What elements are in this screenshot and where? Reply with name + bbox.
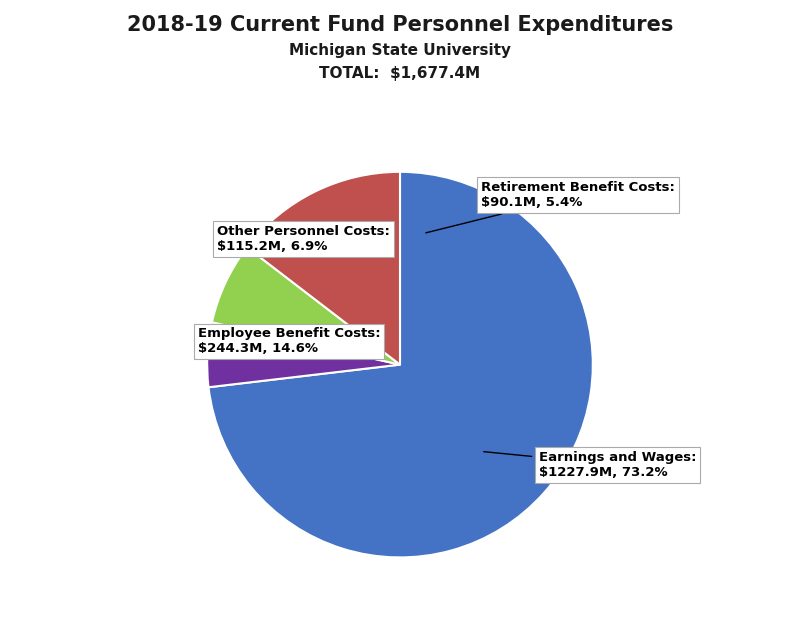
Text: Michigan State University: Michigan State University — [289, 43, 511, 58]
Text: Employee Benefit Costs:
$244.3M, 14.6%: Employee Benefit Costs: $244.3M, 14.6% — [198, 328, 380, 355]
Wedge shape — [207, 323, 400, 387]
Wedge shape — [212, 247, 400, 365]
Text: Earnings and Wages:
$1227.9M, 73.2%: Earnings and Wages: $1227.9M, 73.2% — [484, 451, 696, 479]
Wedge shape — [247, 172, 400, 365]
Wedge shape — [209, 172, 593, 557]
Text: Retirement Benefit Costs:
$90.1M, 5.4%: Retirement Benefit Costs: $90.1M, 5.4% — [426, 181, 675, 233]
Text: TOTAL:  $1,677.4M: TOTAL: $1,677.4M — [319, 66, 481, 81]
Text: 2018-19 Current Fund Personnel Expenditures: 2018-19 Current Fund Personnel Expenditu… — [127, 15, 673, 35]
Text: Other Personnel Costs:
$115.2M, 6.9%: Other Personnel Costs: $115.2M, 6.9% — [217, 226, 390, 253]
